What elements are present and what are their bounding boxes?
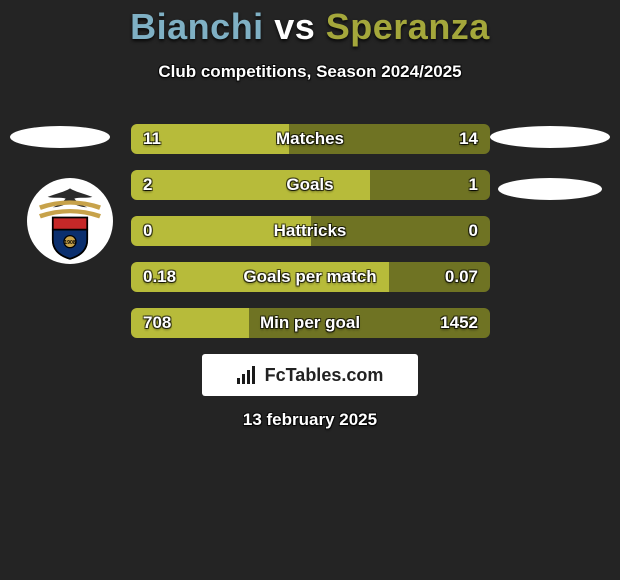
bar-category: Matches: [0, 129, 620, 149]
subtitle: Club competitions, Season 2024/2025: [0, 62, 620, 82]
title-player-b: Speranza: [326, 6, 490, 47]
bar-category: Hattricks: [0, 221, 620, 241]
title-player-a: Bianchi: [130, 6, 264, 47]
source-logo-text: FcTables.com: [265, 365, 384, 386]
barchart-icon: [237, 366, 259, 384]
bar-category: Goals: [0, 175, 620, 195]
title-vs: vs: [274, 6, 315, 47]
svg-text:1908: 1908: [64, 240, 76, 246]
source-logo: FcTables.com: [202, 354, 418, 396]
bar-category: Goals per match: [0, 267, 620, 287]
page-title: Bianchi vs Speranza: [0, 6, 620, 48]
bar-category: Min per goal: [0, 313, 620, 333]
date-text: 13 february 2025: [0, 410, 620, 430]
comparison-infographic: Bianchi vs Speranza Club competitions, S…: [0, 0, 620, 580]
